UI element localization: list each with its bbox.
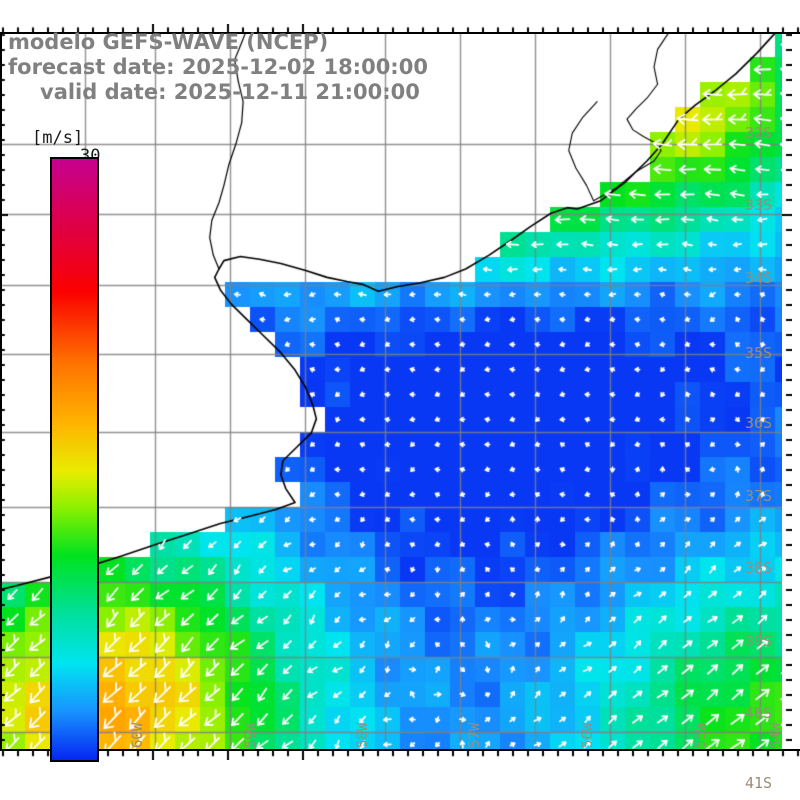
axis-ruler-left [0, 32, 8, 750]
colorbar-unit-label: [m/s] [32, 128, 84, 148]
axis-ruler-bottom [0, 750, 800, 760]
colorbar-box [50, 157, 99, 762]
colorbar-gradient [52, 159, 97, 760]
axis-ruler-right [782, 32, 792, 750]
axis-ruler-top [0, 24, 800, 33]
map-plot-area [0, 32, 782, 750]
latitude-tick-label: 41S [745, 774, 773, 792]
wind-speed-heatmap-canvas [0, 32, 782, 750]
frame-top-border [0, 32, 800, 34]
